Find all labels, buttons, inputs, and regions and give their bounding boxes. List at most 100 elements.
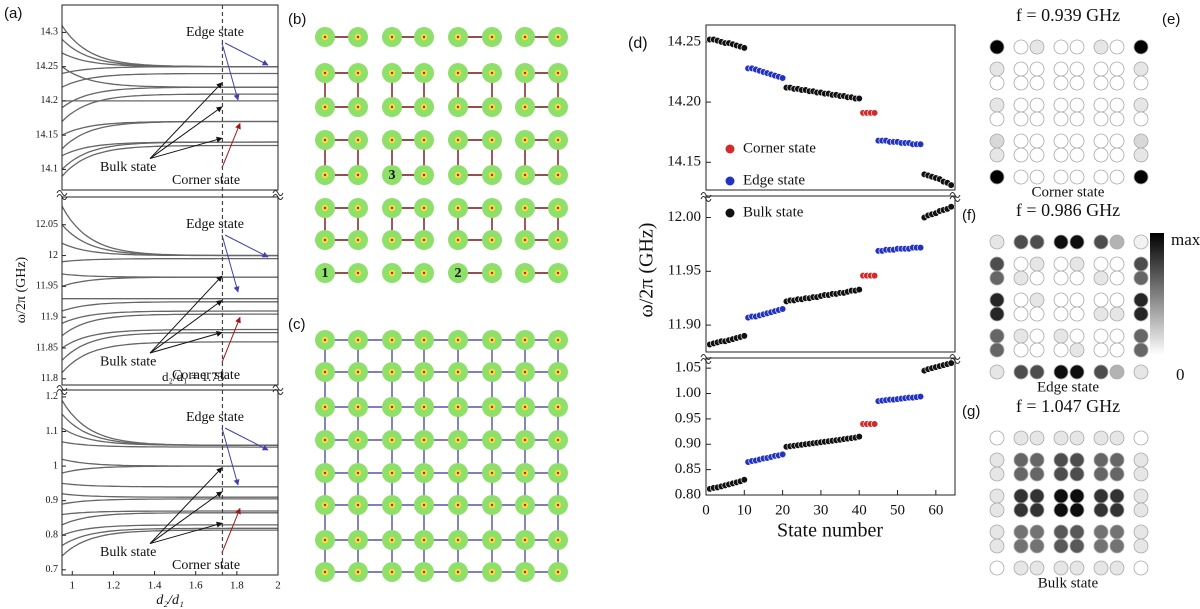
resonator-dot <box>523 570 527 574</box>
field-site <box>989 147 1005 163</box>
band-curve <box>61 141 278 170</box>
field-site <box>1013 452 1029 468</box>
band-curve <box>61 465 278 474</box>
field-site <box>1029 502 1045 518</box>
field-site <box>1013 97 1029 113</box>
field-site <box>989 169 1005 185</box>
resonator-dot <box>390 538 394 542</box>
site-label: 1 <box>322 266 329 281</box>
field-site <box>1093 364 1109 380</box>
field-site <box>1029 234 1045 250</box>
field-site <box>989 61 1005 77</box>
field-site <box>1069 502 1085 518</box>
field-site <box>1013 466 1029 482</box>
y-tick-label: 0.95 <box>675 410 701 426</box>
x-tick-label: 2 <box>275 580 281 592</box>
resonator-dot <box>323 338 327 342</box>
map-caption: Bulk state <box>1038 575 1099 591</box>
arrow <box>149 491 223 544</box>
field-site <box>989 256 1005 272</box>
resonator-dot <box>356 471 360 475</box>
resonator-dot <box>323 105 327 109</box>
resonator-dot <box>323 370 327 374</box>
field-site <box>1093 75 1109 91</box>
resonator-dot <box>456 570 460 574</box>
site-label: 3 <box>389 168 396 183</box>
x-tick-label: 10 <box>737 502 752 518</box>
field-site <box>1133 61 1149 77</box>
resonator-dot <box>390 338 394 342</box>
band-curve <box>61 313 278 337</box>
state-point <box>870 109 879 117</box>
resonator-dot <box>356 105 360 109</box>
field-site <box>1133 488 1149 504</box>
field-site <box>1109 560 1125 576</box>
x-tick-label: 20 <box>775 502 790 518</box>
field-site <box>989 292 1005 308</box>
field-site <box>1093 234 1109 250</box>
field-site <box>1053 270 1069 286</box>
resonator-dot <box>456 503 460 507</box>
y-tick-label: 11.95 <box>36 281 58 292</box>
resonator-dot <box>456 105 460 109</box>
resonator-dot <box>490 370 494 374</box>
resonator-dot <box>456 206 460 210</box>
band-curve <box>61 510 278 516</box>
y-tick-label: 14.25 <box>36 61 59 72</box>
arrow <box>149 467 223 544</box>
field-site <box>1109 111 1125 127</box>
resonator-dot <box>556 71 560 75</box>
field-site <box>1069 133 1085 149</box>
field-site <box>1069 147 1085 163</box>
field-site <box>1069 466 1085 482</box>
band-curve <box>61 93 278 122</box>
resonator-dot <box>323 538 327 542</box>
field-site <box>1133 342 1149 358</box>
annotation-edge: Edge state <box>186 410 244 425</box>
field-site <box>1133 75 1149 91</box>
resonator-dot <box>523 71 527 75</box>
y-tick-label: 14.2 <box>41 95 59 106</box>
band-curve <box>61 276 278 288</box>
resonator-dot <box>323 438 327 442</box>
resonator-dot <box>556 173 560 177</box>
y-tick-label: 1 <box>53 460 58 471</box>
field-site <box>1029 39 1045 55</box>
resonator-dot <box>490 471 494 475</box>
map-title: f = 0.939 GHz <box>1016 5 1120 25</box>
dashed-label: d₂/d₁ = 1.73 <box>162 369 224 384</box>
field-site <box>1093 61 1109 77</box>
plot-frame <box>61 389 279 576</box>
resonator-dot <box>556 405 560 409</box>
field-site <box>989 39 1005 55</box>
band-curve <box>61 493 278 498</box>
colorbar <box>1150 233 1164 355</box>
field-site <box>1053 502 1069 518</box>
arrow <box>221 42 240 101</box>
legend-label: Bulk state <box>743 204 804 220</box>
field-site <box>1069 342 1085 358</box>
legend-label: Corner state <box>743 140 816 156</box>
field-site <box>1013 292 1029 308</box>
field-site <box>1053 488 1069 504</box>
field-site <box>1013 39 1029 55</box>
resonator-dot <box>523 370 527 374</box>
field-site <box>1093 502 1109 518</box>
resonator-dot <box>523 338 527 342</box>
field-site <box>1053 328 1069 344</box>
y-tick-label: 0.8 <box>46 530 59 541</box>
resonator-dot <box>556 206 560 210</box>
state-point <box>916 392 925 401</box>
x-tick-label: 30 <box>813 502 828 518</box>
field-site <box>1053 524 1069 540</box>
resonator-dot <box>523 105 527 109</box>
arrow <box>224 42 269 66</box>
field-site <box>1069 306 1085 322</box>
field-site <box>1029 560 1045 576</box>
state-point <box>779 74 787 82</box>
y-tick-label: 0.7 <box>46 564 59 575</box>
resonator-dot <box>523 238 527 242</box>
field-site <box>1109 524 1125 540</box>
field-site <box>1013 328 1029 344</box>
field-site <box>1029 256 1045 272</box>
